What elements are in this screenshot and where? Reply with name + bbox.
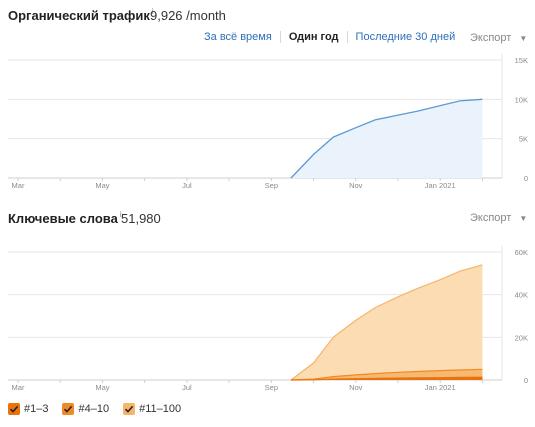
x-tick-label: Sep [265, 181, 278, 190]
series-area [8, 99, 483, 178]
info-icon[interactable]: i [151, 7, 154, 16]
keywords-chart[interactable]: 60K 40K 20K 0 Mar May Jul Sep Nov Jan 2021 [0, 238, 535, 398]
x-tick-label: Sep [265, 383, 278, 392]
export-button[interactable]: Экспорт ▼ [470, 32, 527, 44]
series-line [290, 264, 483, 381]
y-tick-label: 0 [524, 376, 528, 385]
series-line [290, 376, 483, 381]
series-area [8, 369, 483, 380]
tab-one-year[interactable]: Один год [288, 31, 339, 43]
x-tick-label: Jul [182, 181, 192, 190]
x-tick-label: Mar [12, 181, 25, 190]
x-tick-label: May [95, 383, 109, 392]
x-tick-label: Jul [182, 383, 192, 392]
x-tick-label: Nov [349, 181, 363, 190]
export-label: Экспорт [470, 32, 512, 44]
organic-traffic-title-text: Органический трафик [8, 8, 150, 23]
y-tick-label: 0 [524, 174, 528, 183]
y-tick-label: 5K [519, 135, 528, 144]
series-area [8, 377, 483, 380]
organic-traffic-title: Органический трафик i [8, 7, 154, 23]
organic-traffic-value: 9,926 /month [150, 8, 226, 23]
keywords-title-text: Ключевые слова [8, 211, 118, 226]
export-button[interactable]: Экспорт ▼ [470, 212, 527, 224]
checkbox-icon[interactable] [123, 403, 136, 415]
x-tick-label: May [95, 181, 109, 190]
caret-down-icon: ▼ [519, 213, 528, 223]
x-tick-label: Jan 2021 [425, 383, 456, 392]
keywords-value: 51,980 [121, 211, 161, 226]
export-label: Экспорт [470, 212, 512, 224]
keywords-title: Ключевые слова i [8, 210, 122, 226]
y-tick-label: 15K [515, 56, 528, 65]
checkbox-icon[interactable] [8, 403, 20, 415]
checkbox-icon[interactable] [62, 403, 75, 415]
y-tick-label: 20K [515, 333, 528, 342]
y-tick-label: 10K [515, 95, 528, 104]
date-range-tabs: За всё время Один год Последние 30 дней [204, 31, 455, 43]
x-tick-label: Nov [349, 383, 363, 392]
caret-down-icon: ▼ [519, 33, 528, 43]
y-tick-label: 60K [515, 248, 528, 257]
tab-divider [279, 31, 281, 43]
legend-label: #1–3 [24, 403, 49, 415]
series-line [290, 368, 483, 381]
legend-label: #11–100 [139, 403, 182, 415]
x-tick-label: Mar [12, 383, 25, 392]
keywords-legend: #1–3 #4–10 #11–100 [8, 403, 195, 415]
tab-divider [346, 31, 348, 43]
y-tick-label: 40K [515, 291, 528, 300]
series-area [8, 264, 483, 380]
legend-label: #4–10 [78, 403, 110, 415]
info-icon[interactable]: i [119, 210, 122, 219]
tab-all-time[interactable]: За всё время [204, 31, 272, 43]
legend-item-top10[interactable]: #4–10 [62, 403, 109, 415]
series-line [290, 98, 483, 179]
legend-item-top100[interactable]: #11–100 [123, 403, 181, 415]
legend-item-top3[interactable]: #1–3 [8, 403, 48, 415]
tab-last-30-days[interactable]: Последние 30 дней [355, 31, 456, 43]
organic-traffic-chart[interactable]: 15K 10K 5K 0 Mar May Jul Sep Nov Jan 2021 [0, 50, 535, 195]
x-tick-label: Jan 2021 [425, 181, 456, 190]
